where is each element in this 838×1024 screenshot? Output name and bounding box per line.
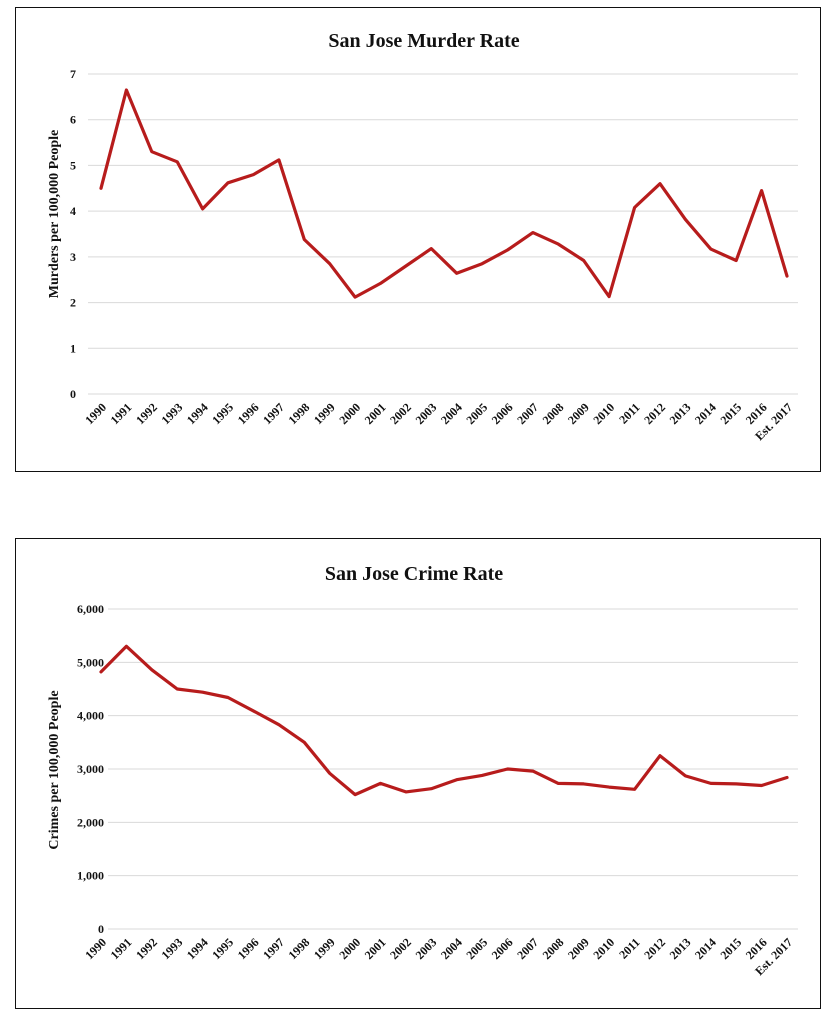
- x-tick-label: 1996: [235, 400, 262, 427]
- x-tick-label: 2012: [641, 935, 668, 962]
- x-tick-label: 1993: [158, 935, 185, 962]
- x-tick-label: 2002: [387, 400, 414, 427]
- x-tick-label: 2007: [514, 935, 541, 962]
- x-tick-label: 2005: [463, 935, 490, 962]
- x-tick-label: 1996: [235, 935, 262, 962]
- x-tick-label: 2015: [717, 400, 744, 427]
- x-tick-label: 2009: [565, 935, 592, 962]
- x-tick-label: 2014: [692, 935, 719, 962]
- y-tick-label: 2: [70, 296, 76, 310]
- x-tick-label: 2006: [489, 400, 516, 427]
- x-tick-label: 2010: [590, 400, 617, 427]
- x-tick-label: 1993: [158, 400, 185, 427]
- y-tick-label: 3,000: [77, 762, 104, 776]
- murder-rate-plot: San Jose Murder Rate Murders per 100,000…: [47, 30, 798, 443]
- x-tick-label: 1995: [209, 935, 236, 962]
- x-tick-label: 2008: [540, 400, 567, 427]
- x-tick-label: 2008: [540, 935, 567, 962]
- x-tick-label: 2002: [387, 935, 414, 962]
- x-tick-label: 1998: [286, 935, 313, 962]
- murder-rate-chart: San Jose Murder Rate Murders per 100,000…: [15, 7, 821, 472]
- y-axis-label: Murders per 100,000 People: [47, 130, 62, 299]
- x-tick-label: 1990: [82, 400, 109, 427]
- x-tick-label: 2006: [489, 935, 516, 962]
- x-tick-label: 1994: [184, 935, 211, 962]
- crime-rate-chart: San Jose Crime Rate Crimes per 100,000 P…: [15, 538, 821, 1009]
- x-tick-label: 1997: [260, 400, 287, 427]
- x-tick-label: 1997: [260, 935, 287, 962]
- x-tick-label: 2005: [463, 400, 490, 427]
- x-tick-label: 1995: [209, 400, 236, 427]
- y-tick-label: 1: [70, 341, 76, 355]
- y-tick-label: 2,000: [77, 815, 104, 829]
- x-tick-label: 2003: [413, 400, 440, 427]
- x-tick-label: 2004: [438, 935, 465, 962]
- y-tick-label: 4: [70, 204, 76, 218]
- y-tick-label: 5,000: [77, 655, 104, 669]
- x-tick-label: 2013: [667, 400, 694, 427]
- x-tick-label: 1990: [82, 935, 109, 962]
- x-tick-label: 1999: [311, 935, 338, 962]
- x-tick-label: 1992: [133, 400, 160, 427]
- x-tick-label: 2013: [667, 935, 694, 962]
- x-tick-label: 2012: [641, 400, 668, 427]
- y-tick-label: 3: [70, 250, 76, 264]
- x-tick-label: 2011: [616, 935, 642, 961]
- y-tick-label: 7: [70, 67, 76, 81]
- x-tick-label: 2003: [413, 935, 440, 962]
- x-tick-label: 1998: [286, 400, 313, 427]
- x-tick-label: 1992: [133, 935, 160, 962]
- chart-title: San Jose Crime Rate: [325, 563, 503, 585]
- x-tick-label: 1999: [311, 400, 338, 427]
- x-tick-label: 1991: [108, 400, 135, 427]
- x-tick-label: 1991: [108, 935, 135, 962]
- y-tick-label: 5: [70, 158, 76, 172]
- y-tick-label: 0: [70, 387, 76, 401]
- y-tick-label: 1,000: [77, 869, 104, 883]
- x-tick-label: 2007: [514, 400, 541, 427]
- x-tick-label: 2000: [336, 935, 363, 962]
- x-tick-label: 2011: [616, 400, 642, 426]
- x-tick-label: 2014: [692, 400, 719, 427]
- x-tick-label: 2015: [717, 935, 744, 962]
- x-tick-label: 2010: [590, 935, 617, 962]
- series-line: [99, 88, 789, 299]
- y-tick-label: 0: [98, 922, 104, 936]
- x-tick-label: 2001: [362, 400, 389, 427]
- x-tick-label: 2009: [565, 400, 592, 427]
- x-tick-label: 2004: [438, 400, 465, 427]
- x-tick-label: 1994: [184, 400, 211, 427]
- y-axis-label: Crimes per 100,000 People: [47, 690, 62, 849]
- x-tick-label: 2000: [336, 400, 363, 427]
- crime-rate-plot: San Jose Crime Rate Crimes per 100,000 P…: [47, 563, 798, 978]
- series-line: [99, 644, 789, 797]
- y-tick-label: 6: [70, 113, 76, 127]
- y-tick-label: 6,000: [77, 602, 104, 616]
- chart-title: San Jose Murder Rate: [328, 30, 519, 52]
- x-tick-label: 2001: [362, 935, 389, 962]
- y-tick-label: 4,000: [77, 709, 104, 723]
